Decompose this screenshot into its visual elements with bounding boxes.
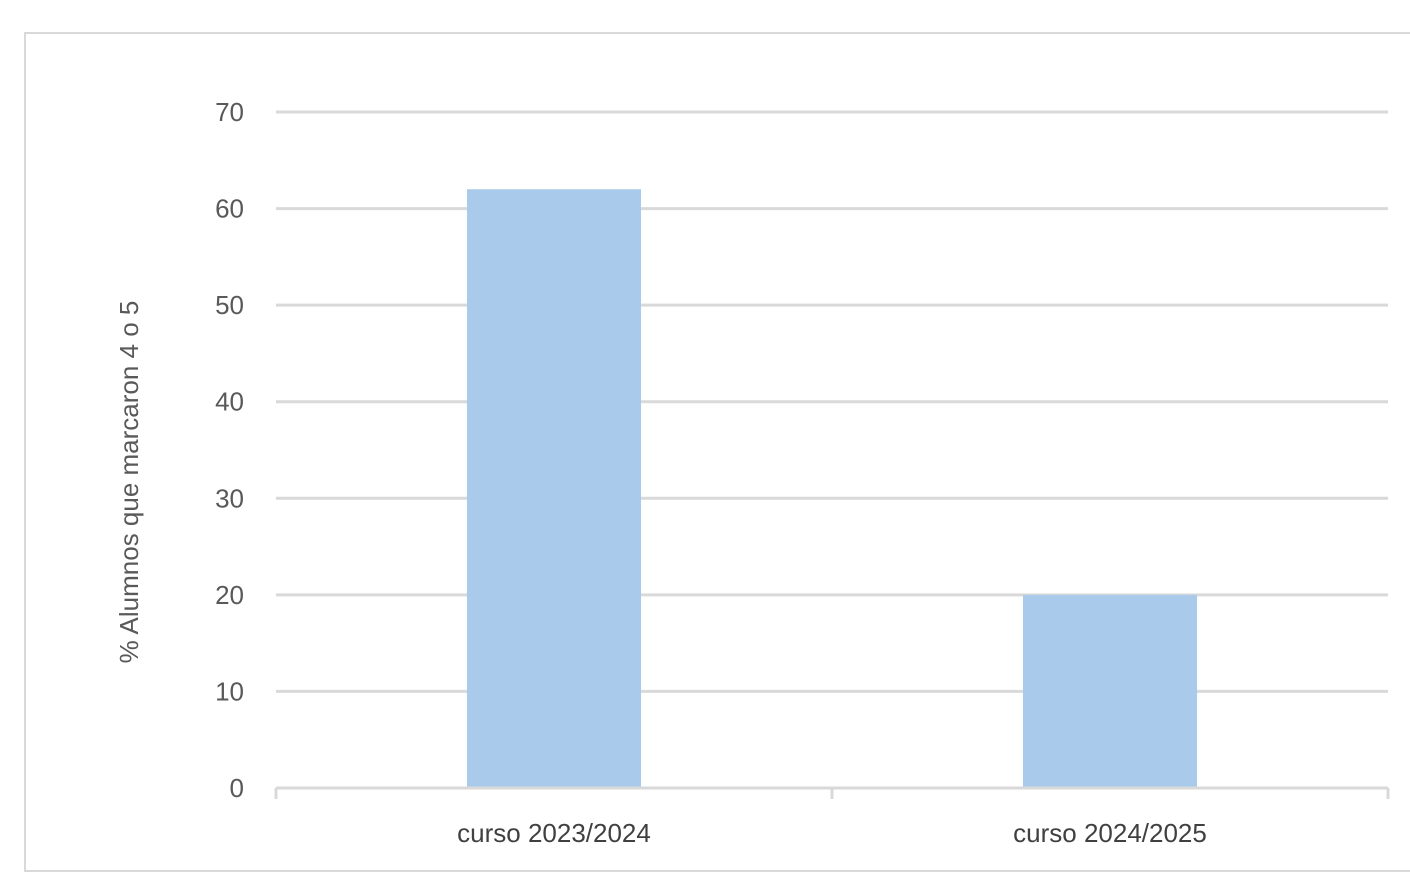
y-axis-label: % Alumnos que marcaron 4 o 5 — [114, 301, 144, 664]
x-axis — [274, 786, 1390, 799]
y-tick-labels: 0 10 20 30 40 50 60 70 — [215, 97, 244, 803]
y-tick-label-40: 40 — [215, 387, 244, 417]
gridlines — [276, 110, 1388, 693]
bars — [466, 189, 1198, 788]
y-tick-label-20: 20 — [215, 580, 244, 610]
y-tick-label-10: 10 — [215, 676, 244, 706]
x-category-label-2: curso 2024/2025 — [1013, 818, 1207, 848]
y-tick-label-50: 50 — [215, 290, 244, 320]
y-tick-label-0: 0 — [230, 773, 244, 803]
x-category-labels: curso 2023/2024 curso 2024/2025 — [457, 818, 1207, 848]
y-tick-label-70: 70 — [215, 97, 244, 127]
x-category-label-1: curso 2023/2024 — [457, 818, 651, 848]
y-tick-label-30: 30 — [215, 483, 244, 513]
y-tick-label-60: 60 — [215, 194, 244, 224]
bar-1 — [466, 189, 642, 788]
bar-2 — [1022, 594, 1198, 788]
